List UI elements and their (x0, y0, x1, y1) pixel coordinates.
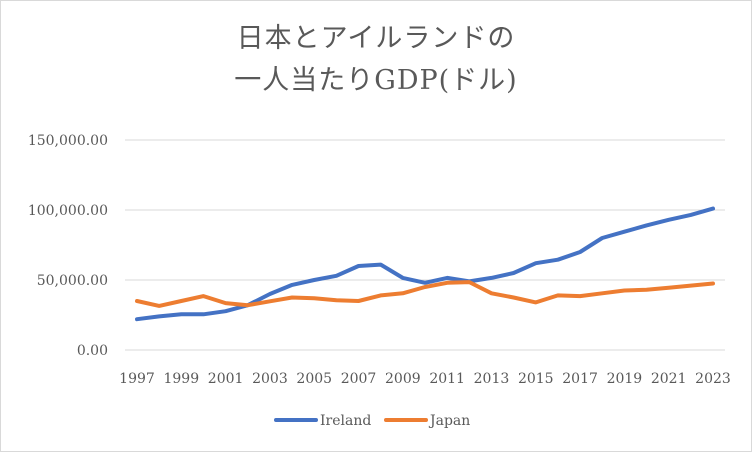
y-tick-label: 0.00 (77, 343, 108, 359)
x-tick-label: 2021 (651, 371, 687, 387)
chart-title-line-1: 日本とアイルランドの (236, 23, 516, 54)
y-tick-label: 50,000.00 (37, 273, 108, 289)
x-tick-label: 2001 (208, 371, 244, 387)
x-tick-label: 2009 (385, 371, 421, 387)
x-tick-label: 2013 (474, 371, 510, 387)
y-tick-label: 100,000.00 (28, 203, 108, 219)
x-tick-label: 1997 (119, 371, 155, 387)
series-lines (135, 206, 715, 322)
x-tick-label: 2019 (607, 371, 643, 387)
y-axis-tick-labels: 0.00 50,000.00 100,000.00 150,000.00 (28, 133, 108, 359)
x-tick-label: 2007 (341, 371, 377, 387)
legend-label-japan: Japan (428, 413, 470, 429)
gridlines (125, 139, 725, 351)
y-tick-label: 150,000.00 (28, 133, 108, 149)
x-axis-tick-labels: 1997 1999 2001 2003 2005 2007 2009 2011 2013 2015… (119, 371, 731, 387)
legend: Ireland Japan (274, 413, 470, 429)
series-line-japan (135, 280, 715, 308)
x-tick-label: 2005 (296, 371, 332, 387)
chart-title-line-2: 一人当たりGDP(ドル) (234, 65, 518, 96)
x-tick-label: 2023 (695, 371, 731, 387)
x-tick-label: 2003 (252, 371, 288, 387)
x-tick-label: 2011 (429, 371, 465, 387)
legend-label-ireland: Ireland (320, 413, 371, 429)
chart-title: 日本とアイルランドの 一人当たりGDP(ドル) (0, 18, 752, 102)
x-tick-label: 1999 (163, 371, 199, 387)
x-tick-label: 2015 (518, 371, 554, 387)
series-line-ireland (135, 206, 715, 322)
x-tick-label: 2017 (562, 371, 598, 387)
